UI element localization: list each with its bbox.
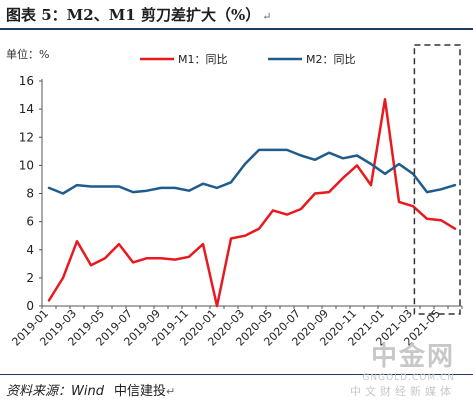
- watermark: 中金网 GNGOLD.COM.CN 中文财经新媒体: [350, 336, 455, 399]
- m2-series-line: [47, 148, 457, 195]
- edit-mark-icon: ↵: [262, 10, 272, 23]
- watermark-slogan: 中文财经新媒体: [350, 385, 455, 398]
- figure-title-text: 图表 5：M2、M1 剪刀差扩大（%）: [6, 6, 261, 24]
- y-tick-label: 10: [19, 158, 34, 172]
- series-group: [47, 98, 457, 308]
- watermark-url: GNGOLD.COM.CN: [362, 373, 455, 383]
- bottom-rule: [0, 374, 473, 375]
- m1-series-line: [47, 98, 457, 308]
- highlight-box-rect: [413, 44, 461, 315]
- y-tick-label: 2: [26, 271, 34, 285]
- chart: 单位：% M1：同比 M2：同比 02468101214162019-012019…: [6, 44, 463, 349]
- y-tick-label: 16: [19, 74, 34, 88]
- legend-m1-label: M1：同比: [178, 53, 228, 66]
- source-line: 资料来源：Wind 中信建投↵: [6, 380, 175, 399]
- highlight-box: [413, 44, 461, 315]
- y-tick-label: 12: [19, 130, 34, 144]
- y-tick-label: 4: [26, 243, 34, 257]
- legend: M1：同比 M2：同比: [140, 53, 356, 66]
- legend-m2-label: M2：同比: [306, 53, 356, 66]
- legend-m1: M1：同比: [140, 53, 228, 66]
- source-label: 资料来源：Wind: [6, 384, 104, 399]
- watermark-brand: 中金网: [370, 342, 455, 372]
- source-org: 中信建投: [113, 384, 166, 399]
- top-rule: [0, 28, 473, 30]
- y-tick-label: 14: [19, 102, 34, 116]
- source-edit-mark-icon: ↵: [165, 385, 176, 398]
- legend-m2: M2：同比: [268, 53, 356, 66]
- y-tick-label: 0: [26, 299, 34, 313]
- figure-title: 图表 5：M2、M1 剪刀差扩大（%） ↵: [6, 4, 271, 25]
- axes: 02468101214162019-012019-032019-052019-0…: [9, 74, 463, 349]
- unit-label: 单位：%: [6, 47, 49, 61]
- y-tick-label: 6: [26, 215, 34, 229]
- y-tick-label: 8: [26, 187, 34, 201]
